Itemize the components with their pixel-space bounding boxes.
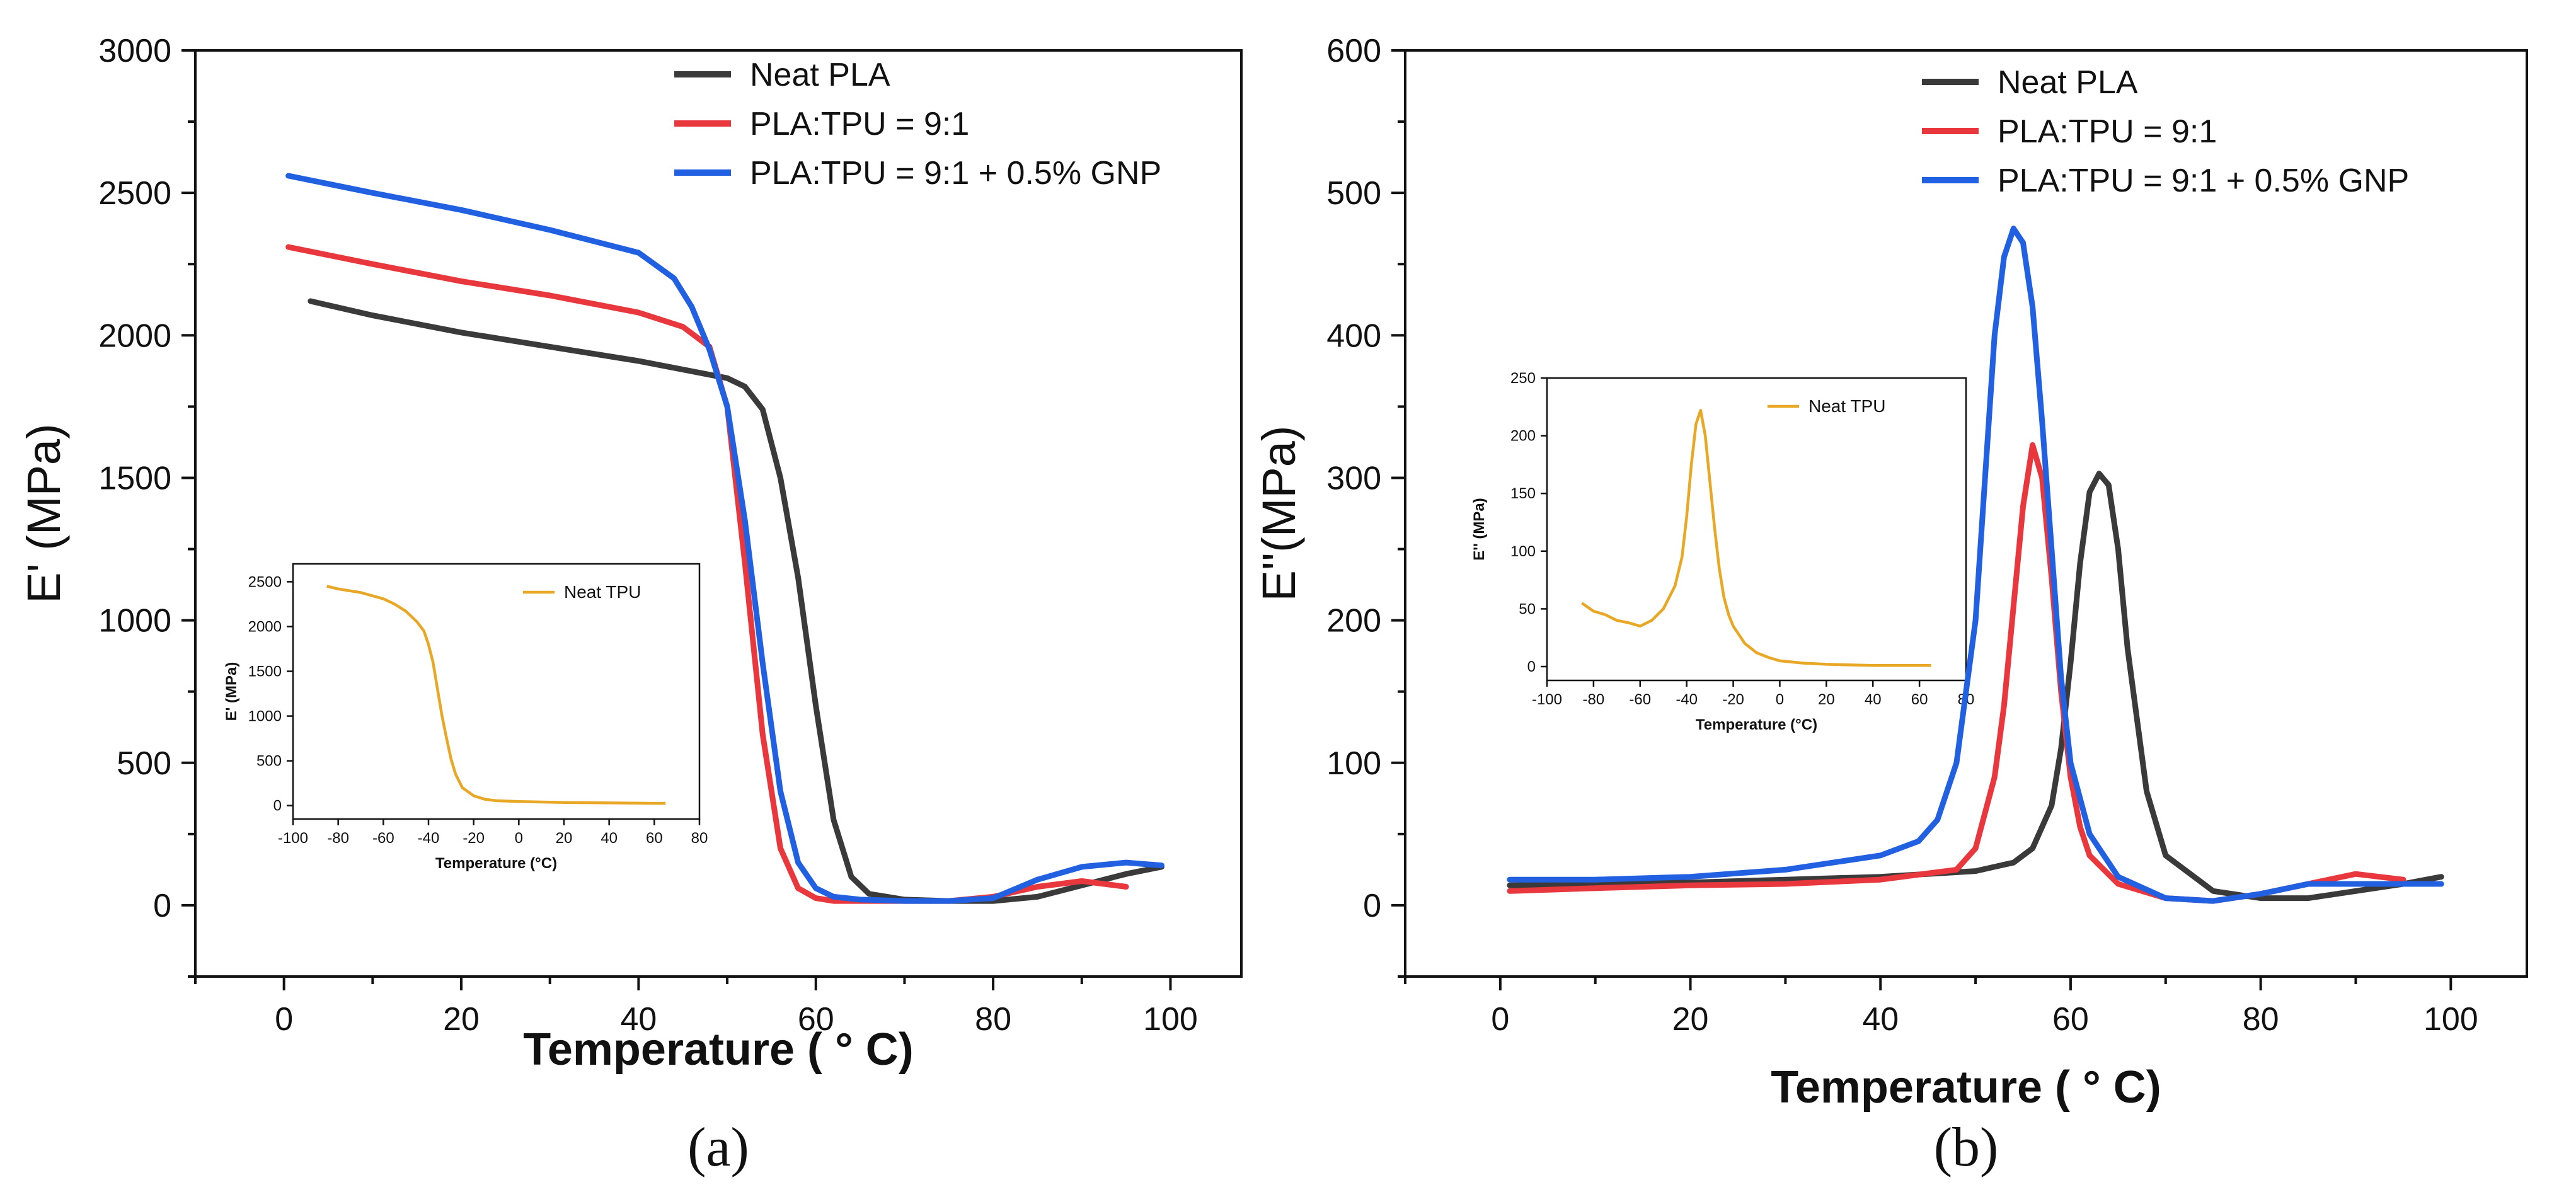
inset-x-tick-label: -80	[327, 830, 349, 847]
inset-x-tick-label: 0	[1776, 691, 1784, 708]
inset-series-line	[326, 585, 666, 805]
y-tick-label: 100	[1326, 745, 1381, 782]
inset-y-tick-label: 2000	[248, 618, 282, 635]
inset-y-tick-label: 50	[1519, 600, 1536, 617]
plot-frame	[1404, 49, 2528, 978]
y-tick-label: 500	[1326, 175, 1381, 212]
inset-x-tick-label: -20	[1722, 691, 1744, 708]
x-tick-label: 80	[2243, 1001, 2279, 1038]
legend: Neat PLA PLA:TPU = 9:1 PLA:TPU = 9:1 + 0.5…	[674, 57, 1161, 192]
inset-x-tick-label: -60	[372, 830, 394, 847]
inset-y-tick-label: 200	[1510, 428, 1536, 445]
chart-panel-b: E''(MPa) Temperature ( ° C) (b) Neat PLA…	[1253, 33, 2528, 1178]
inset-y-tick-label: 150	[1510, 485, 1536, 502]
x-tick-label: 40	[620, 1001, 657, 1038]
inset-y-tick-label: 0	[1527, 658, 1536, 675]
x-tick-label: 80	[975, 1001, 1011, 1038]
inset-chart: -100 -80 -60 -40 -20 0 20 40 60 80 0 500 1000 1500 200…	[223, 563, 708, 872]
y-axis-label: E' (MPa)	[18, 423, 70, 604]
legend-entry: PLA:TPU = 9:1	[1998, 113, 2217, 150]
y-tick-label: 600	[1326, 33, 1381, 69]
series-line-3	[285, 173, 1164, 904]
inset-x-tick-label: 0	[515, 830, 523, 847]
inset-x-tick-label: 60	[646, 830, 663, 847]
inset-x-tick-label: 20	[1818, 691, 1835, 708]
legend-entry: PLA:TPU = 9:1 + 0.5% GNP	[1998, 163, 2409, 199]
inset-x-tick-label: 60	[1911, 691, 1928, 708]
x-axis-label: Temperature ( ° C)	[1771, 1062, 2161, 1113]
inset-y-tick-label: 500	[256, 753, 282, 770]
inset-x-tick-label: 40	[601, 830, 618, 847]
inset-x-tick-label: -60	[1629, 691, 1651, 708]
inset-x-tick-label: 20	[556, 830, 573, 847]
y-tick-label: 2000	[98, 318, 171, 354]
x-tick-label: 100	[1143, 1001, 1198, 1038]
y-tick-label: 0	[1363, 888, 1381, 924]
inset-y-tick-label: 250	[1510, 370, 1536, 387]
inset-y-tick-label: 2500	[248, 573, 282, 590]
x-tick-label: 100	[2424, 1001, 2478, 1038]
x-axis-label: Temperature ( ° C)	[523, 1024, 914, 1075]
x-tick-label: 0	[275, 1001, 293, 1038]
y-tick-label: 1000	[98, 603, 171, 639]
inset-y-axis-label: E'' (MPa)	[1471, 498, 1488, 560]
y-tick-label: 400	[1326, 318, 1381, 354]
legend-entry: Neat PLA	[1998, 64, 2138, 101]
inset-y-tick-label: 0	[273, 798, 282, 815]
x-tick-label: 0	[1491, 1001, 1509, 1038]
y-tick-label: 2500	[98, 175, 171, 212]
y-tick-label: 500	[117, 745, 171, 782]
y-tick-label: 3000	[98, 33, 171, 69]
inset-chart: -100 -80 -60 -40 -20 0 20 40 60 80050100150200250…	[1471, 370, 1974, 733]
y-tick-label: 200	[1326, 603, 1381, 639]
x-tick-label: 40	[1862, 1001, 1899, 1038]
legend-entry: PLA:TPU = 9:1 + 0.5% GNP	[750, 155, 1161, 192]
inset-x-tick-label: -100	[278, 830, 308, 847]
inset-x-tick-label: -40	[418, 830, 440, 847]
inset-y-tick-label: 100	[1510, 543, 1536, 560]
inset-x-tick-label: -40	[1676, 691, 1698, 708]
y-axis-label: E''(MPa)	[1253, 425, 1305, 601]
panel-label: (b)	[1934, 1117, 1999, 1178]
y-tick-label: 300	[1326, 460, 1381, 496]
inset-x-axis-label: Temperature (°C)	[1696, 716, 1817, 733]
legend: Neat PLA PLA:TPU = 9:1 PLA:TPU = 9:1 + 0.5…	[1922, 64, 2409, 199]
inset-x-tick-label: -80	[1583, 691, 1605, 708]
series-line-3	[1507, 226, 2444, 904]
inset-x-tick-label: -100	[1532, 691, 1562, 708]
x-tick-label: 60	[798, 1001, 834, 1038]
inset-x-tick-label: -20	[463, 830, 485, 847]
inset-x-axis-label: Temperature (°C)	[435, 855, 557, 872]
x-tick-label: 20	[1672, 1001, 1709, 1038]
inset-legend-entry: Neat TPU	[564, 582, 641, 602]
y-tick-label: 0	[153, 888, 171, 924]
x-tick-label: 60	[2052, 1001, 2089, 1038]
inset-x-tick-label: 80	[691, 830, 708, 847]
inset-series-line	[1581, 409, 1931, 667]
legend-entry: PLA:TPU = 9:1	[750, 106, 969, 142]
inset-y-tick-label: 1500	[248, 663, 282, 680]
inset-legend-entry: Neat TPU	[1808, 396, 1885, 416]
inset-frame	[1546, 377, 1967, 682]
plot-frame	[194, 49, 1243, 978]
inset-x-tick-label: 40	[1865, 691, 1882, 708]
panel-label: (a)	[687, 1117, 749, 1178]
chart-panel-a: E' (MPa) Temperature ( ° C) (a) Neat PLA…	[18, 33, 1243, 1178]
inset-y-tick-label: 1000	[248, 708, 282, 725]
inset-frame	[292, 563, 701, 820]
x-tick-label: 20	[443, 1001, 480, 1038]
series-line-1	[308, 298, 1164, 904]
inset-y-axis-label: E' (MPa)	[223, 662, 240, 721]
y-tick-label: 1500	[98, 460, 171, 496]
legend-entry: Neat PLA	[750, 57, 890, 93]
